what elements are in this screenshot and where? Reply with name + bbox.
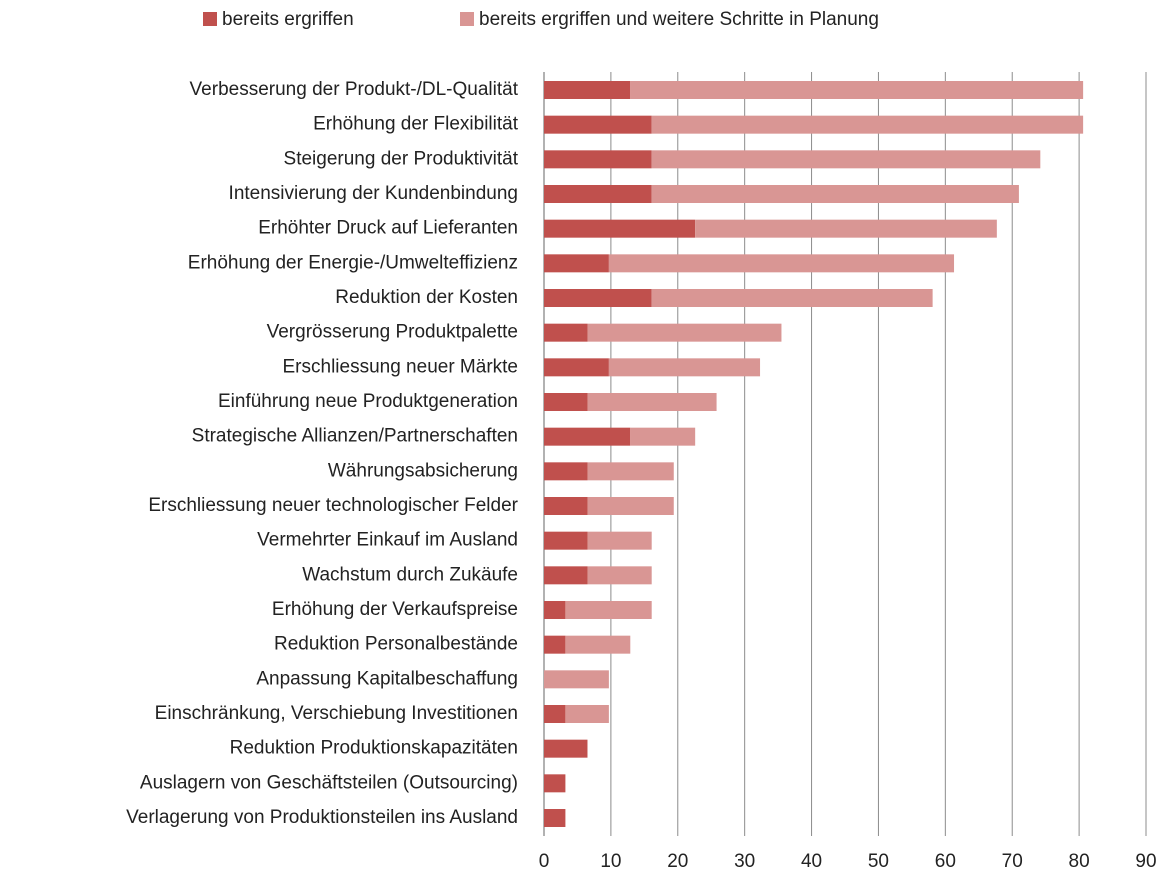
- y-tick-label: Verlagerung von Produktionsteilen ins Au…: [126, 807, 518, 828]
- bar-segment: [544, 323, 588, 342]
- bar-segment: [544, 289, 652, 307]
- bar-segment: [630, 427, 696, 446]
- y-tick-label: Steigerung der Produktivität: [284, 148, 519, 169]
- legend-swatch: [203, 12, 217, 26]
- bar-segment: [544, 531, 588, 550]
- y-tick-label: Wachstum durch Zukäufe: [302, 564, 518, 585]
- x-tick-label: 80: [1069, 851, 1090, 872]
- bar-segment: [587, 462, 674, 481]
- y-tick-label: Anpassung Kapitalbeschaffung: [256, 668, 518, 689]
- bar-segment: [544, 809, 566, 827]
- y-tick-label: Intensivierung der Kundenbindung: [229, 183, 518, 204]
- bar-segment: [544, 185, 652, 203]
- bar-segment: [608, 254, 955, 273]
- x-tick-label: 50: [868, 851, 889, 872]
- x-tick-label: 0: [539, 851, 550, 872]
- x-tick-label: 20: [667, 851, 688, 872]
- y-tick-label: Einführung neue Produktgeneration: [218, 391, 518, 412]
- y-tick-label: Vergrösserung Produktpalette: [267, 322, 518, 343]
- bar-segment: [544, 670, 609, 689]
- bar-segment: [544, 462, 588, 481]
- bar-segment: [587, 323, 782, 342]
- bar-segment: [565, 601, 652, 619]
- bar-segment: [544, 497, 588, 515]
- bar-segment: [544, 393, 588, 411]
- legend-label: bereits ergriffen: [222, 9, 354, 30]
- bar-segment: [630, 81, 1084, 99]
- y-tick-label: Vermehrter Einkauf im Ausland: [257, 530, 518, 551]
- bar-segment: [695, 219, 997, 238]
- bar-segment: [587, 393, 717, 411]
- x-tick-label: 10: [600, 851, 621, 872]
- bar-segment: [608, 358, 761, 377]
- x-tick-label: 70: [1002, 851, 1023, 872]
- bar-segment: [587, 497, 674, 515]
- y-tick-label: Erschliessung neuer technologischer Feld…: [148, 495, 518, 516]
- bar-segment: [544, 705, 566, 723]
- y-tick-label: Einschränkung, Verschiebung Investitione…: [155, 703, 518, 724]
- bar-segment: [651, 115, 1084, 134]
- y-tick-label: Auslagern von Geschäftsteilen (Outsourci…: [140, 772, 518, 793]
- bar-segment: [651, 289, 933, 307]
- bar-segment: [544, 115, 652, 134]
- bar-segment: [544, 635, 566, 654]
- bar-segment: [565, 635, 631, 654]
- y-tick-label: Erhöhter Druck auf Lieferanten: [258, 218, 518, 239]
- bar-segment: [544, 358, 609, 377]
- y-tick-label: Reduktion Personalbestände: [274, 634, 518, 655]
- bar-segment: [544, 739, 588, 758]
- x-tick-label: 30: [734, 851, 755, 872]
- bar-segment: [544, 254, 609, 273]
- x-tick-label: 40: [801, 851, 822, 872]
- bar-segment: [587, 531, 652, 550]
- bar-segment: [544, 427, 631, 446]
- bar-segment: [651, 185, 1019, 203]
- legend-swatch: [460, 12, 474, 26]
- bar-segment: [587, 566, 652, 585]
- x-tick-label: 60: [935, 851, 956, 872]
- legend-label: bereits ergriffen und weitere Schritte i…: [479, 9, 879, 30]
- y-tick-label: Reduktion Produktionskapazitäten: [230, 738, 518, 759]
- bar-segment: [544, 601, 566, 619]
- bar-segment: [651, 150, 1041, 169]
- y-tick-label: Erhöhung der Energie-/Umwelteffizienz: [188, 252, 518, 273]
- bar-segment: [565, 705, 609, 723]
- bar-segment: [544, 566, 588, 585]
- x-tick-label: 90: [1135, 851, 1156, 872]
- y-tick-label: Reduktion der Kosten: [335, 287, 518, 308]
- y-tick-label: Strategische Allianzen/Partnerschaften: [192, 426, 518, 447]
- y-tick-label: Verbesserung der Produkt-/DL-Qualität: [190, 79, 519, 100]
- y-tick-label: Erhöhung der Flexibilität: [313, 114, 519, 135]
- y-tick-label: Erhöhung der Verkaufspreise: [272, 599, 518, 620]
- bar-segment: [544, 219, 696, 238]
- y-tick-label: Währungsabsicherung: [328, 460, 518, 481]
- bar-segment: [544, 150, 652, 169]
- y-tick-label: Erschliessung neuer Märkte: [283, 356, 519, 377]
- bar-segment: [544, 81, 631, 99]
- bar-segment: [544, 774, 566, 793]
